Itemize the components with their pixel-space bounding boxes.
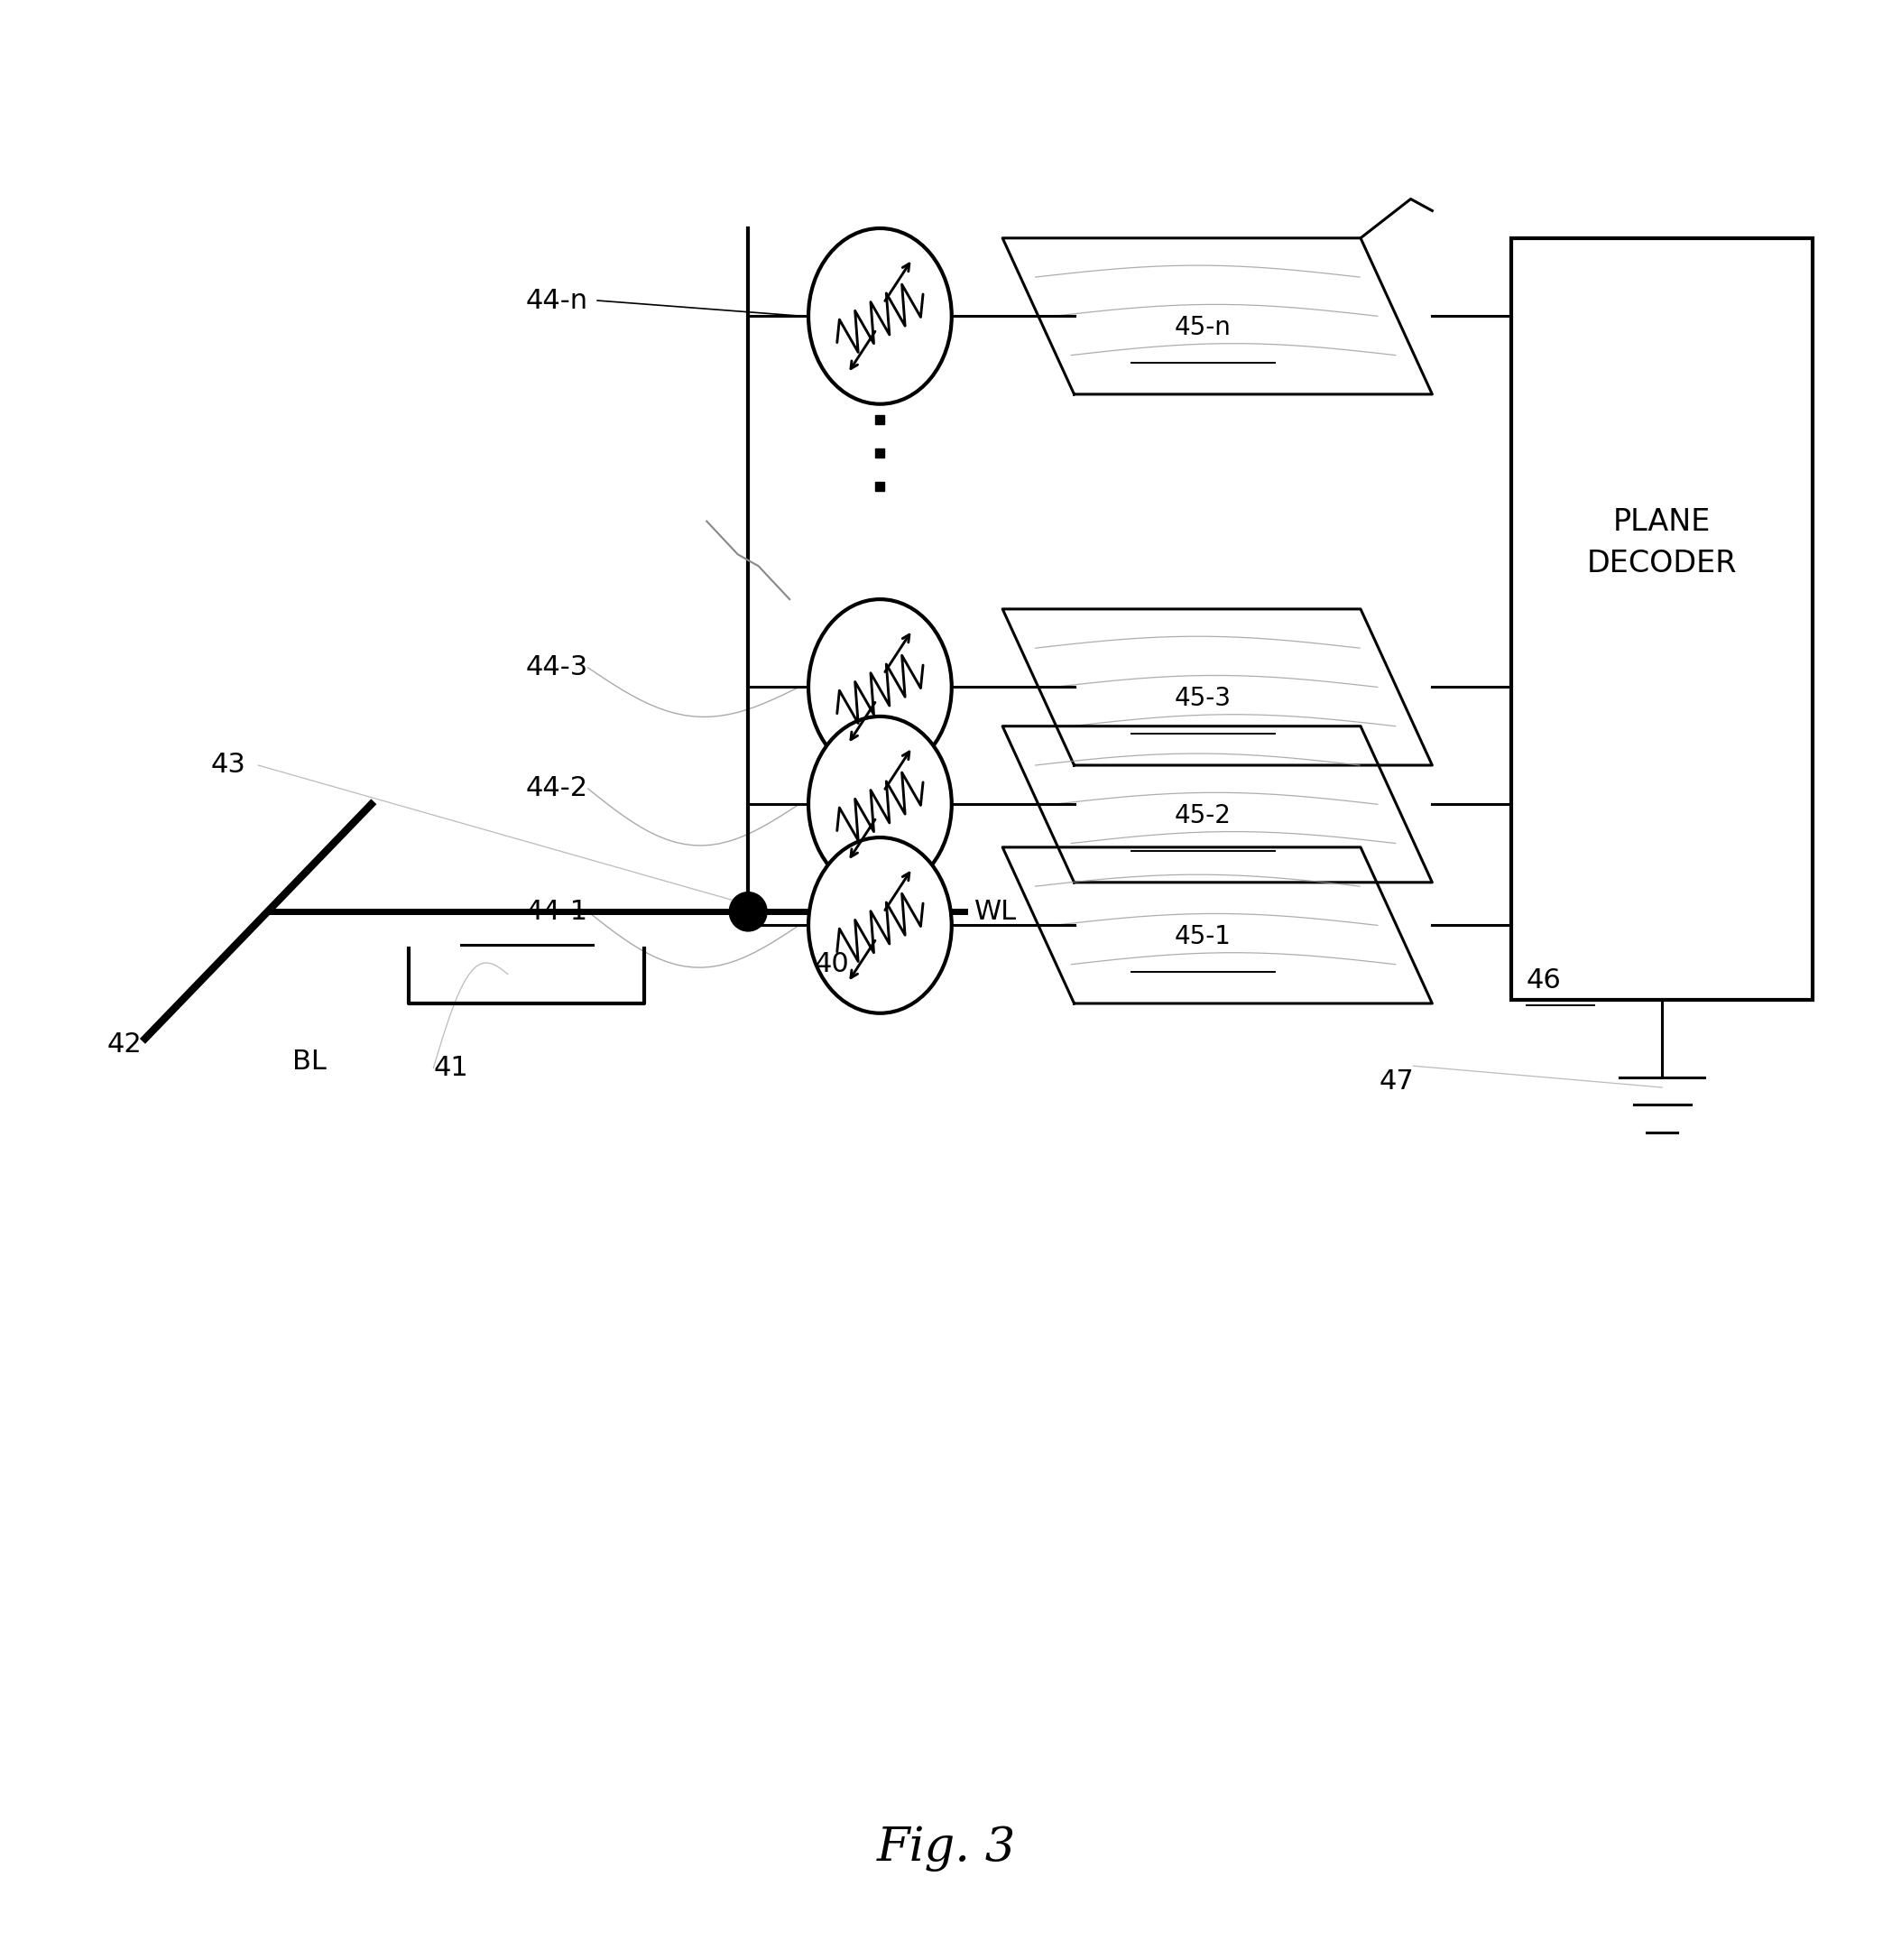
- Text: 42: 42: [108, 1031, 142, 1058]
- Text: 45-1: 45-1: [1175, 925, 1232, 951]
- Text: BL: BL: [291, 1049, 325, 1076]
- Text: 44-1: 44-1: [526, 898, 588, 925]
- Ellipse shape: [808, 227, 952, 404]
- Text: 45-n: 45-n: [1175, 316, 1232, 341]
- Text: 47: 47: [1379, 1068, 1415, 1094]
- Text: 40: 40: [814, 951, 850, 978]
- Ellipse shape: [808, 837, 952, 1013]
- Text: 45-3: 45-3: [1175, 686, 1232, 711]
- Ellipse shape: [808, 600, 952, 774]
- Text: 44-2: 44-2: [526, 776, 588, 802]
- Polygon shape: [1003, 725, 1432, 882]
- Text: 44-3: 44-3: [526, 655, 588, 680]
- Text: Fig. 3: Fig. 3: [876, 1827, 1016, 1872]
- Circle shape: [728, 892, 766, 931]
- Text: 45-2: 45-2: [1175, 804, 1232, 829]
- Polygon shape: [1003, 237, 1432, 394]
- Text: 41: 41: [433, 1054, 469, 1082]
- Polygon shape: [1003, 847, 1432, 1004]
- Ellipse shape: [808, 717, 952, 892]
- Text: PLANE
DECODER: PLANE DECODER: [1587, 508, 1737, 578]
- Text: WL: WL: [974, 898, 1016, 925]
- Text: 43: 43: [212, 753, 246, 778]
- Text: 46: 46: [1527, 966, 1561, 994]
- Text: 44-n: 44-n: [526, 288, 588, 314]
- Polygon shape: [1003, 610, 1432, 764]
- Bar: [1512, 237, 1813, 1000]
